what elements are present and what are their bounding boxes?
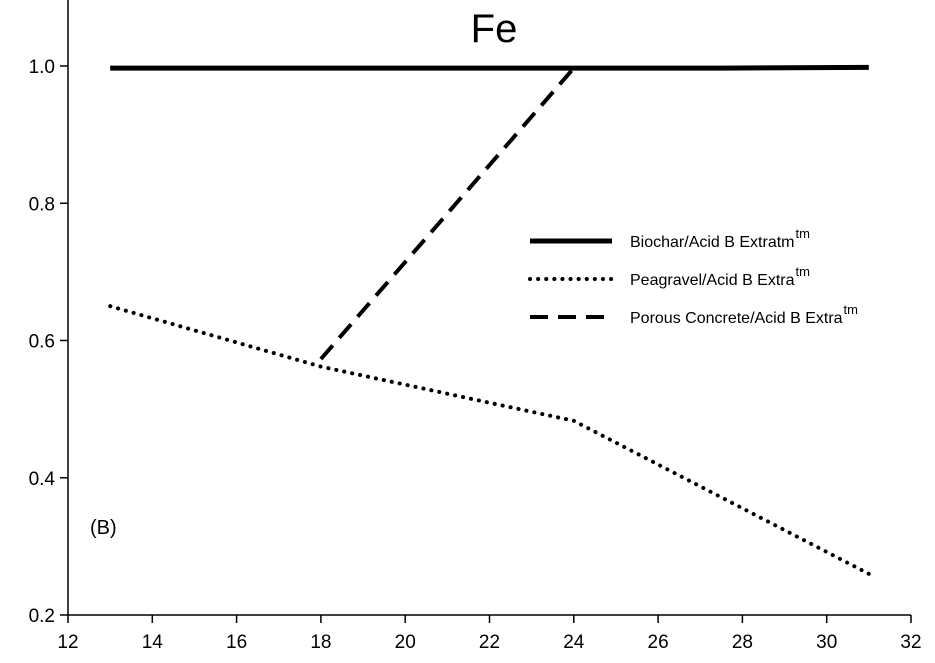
x-tick-label: 20 (395, 632, 416, 653)
x-tick-label: 26 (648, 632, 669, 653)
series-line-dashed (319, 66, 576, 361)
legend: Biochar/Acid B Extratmtm Peagravel/Acid B… (528, 226, 858, 327)
y-tick-label: 0.8 (29, 194, 55, 215)
x-tick-label: 24 (563, 632, 585, 653)
y-tick-label: 0.4 (29, 469, 56, 490)
x-tick-label: 14 (142, 632, 164, 653)
x-tick-label: 16 (226, 632, 247, 653)
x-tick-label: 12 (57, 632, 78, 653)
x-tick-label: 32 (900, 632, 921, 653)
series-layer (108, 64, 871, 576)
panel-label: (B) (90, 517, 117, 539)
legend-label: Biochar/Acid B Extratmtm (630, 226, 810, 251)
x-tick-label: 22 (479, 632, 500, 653)
chart-title: Fe (471, 7, 518, 51)
legend-label: Porous Concrete/Acid B Extratm (630, 302, 858, 327)
x-tick-label: 30 (816, 632, 837, 653)
y-tick-label: 0.6 (29, 332, 55, 353)
series-line-dotted (108, 304, 871, 576)
x-tick-label: 18 (310, 632, 331, 653)
y-tick-label: 0.2 (29, 606, 55, 627)
legend-label: Peagravel/Acid B Extratm (630, 264, 810, 289)
axes: 0.2 0.4 0.6 0.8 1.0 12 14 16 18 20 22 24 26 28 30 32 (29, 0, 922, 653)
x-tick-label: 28 (732, 632, 753, 653)
series-line-solid (110, 64, 869, 71)
y-tick-label: 1.0 (29, 57, 55, 78)
